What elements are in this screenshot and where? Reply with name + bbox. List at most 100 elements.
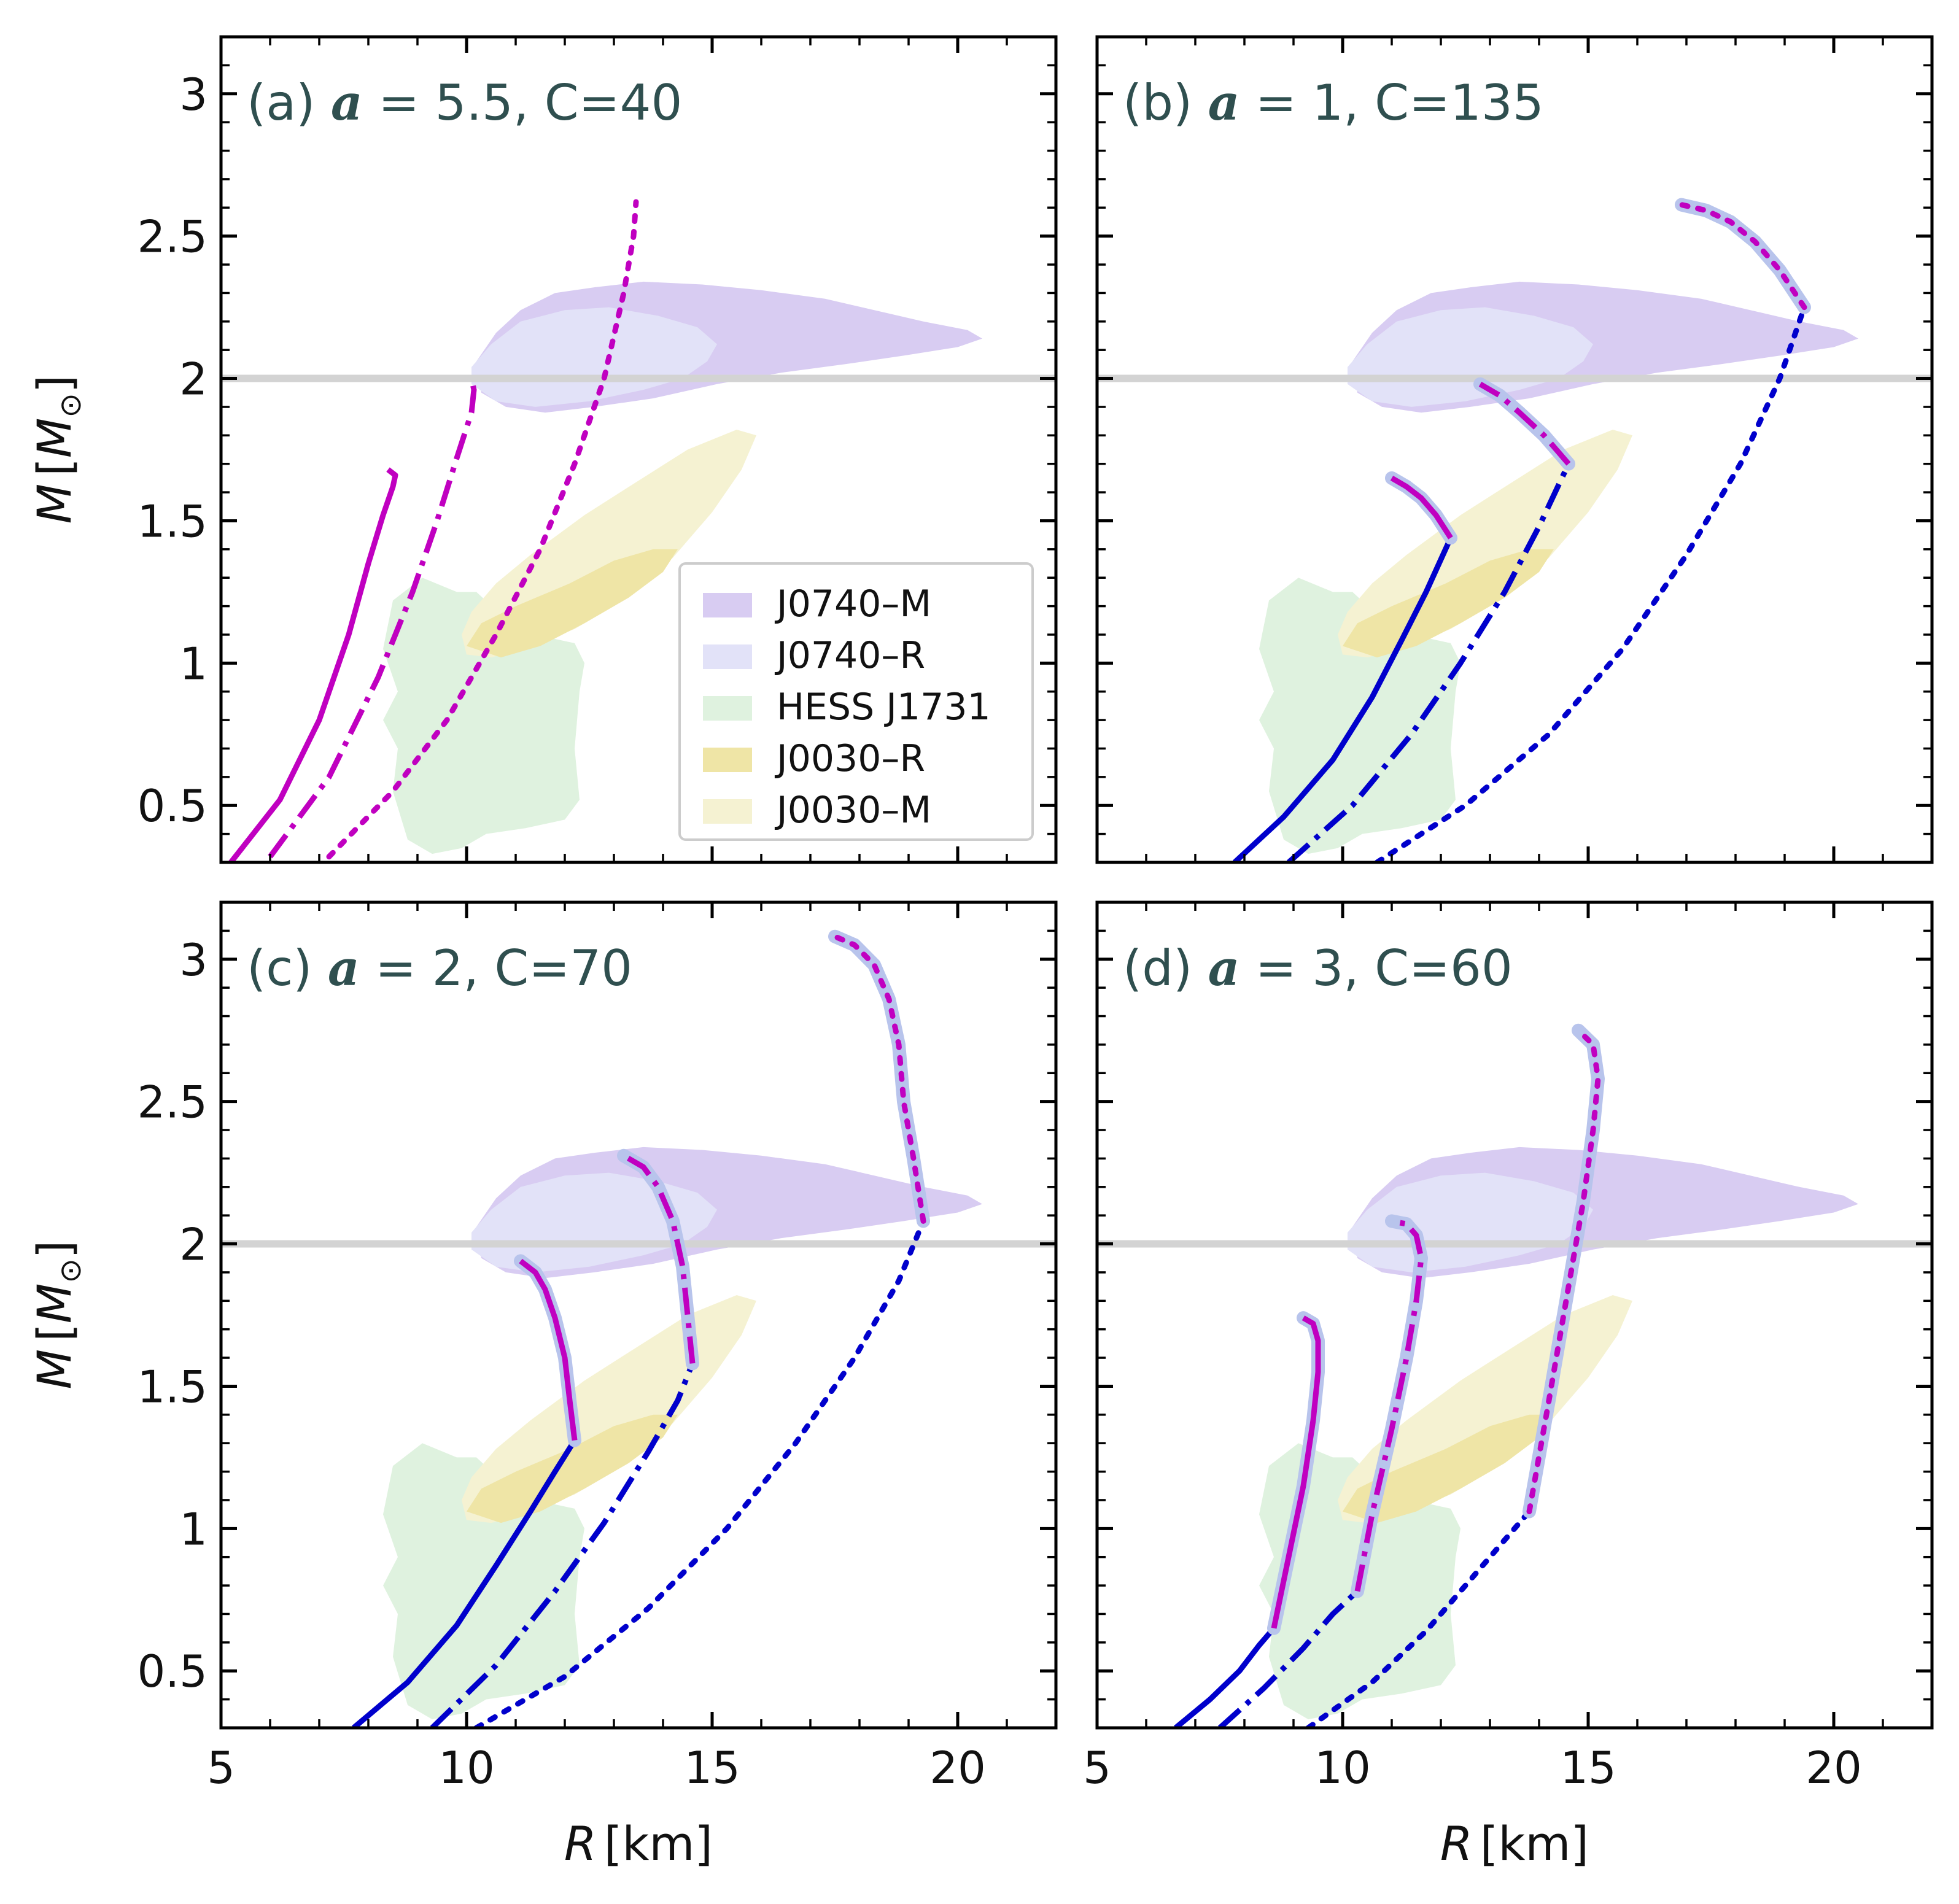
series-dotted-hadronic-4	[473, 1218, 926, 1728]
x-tick-label: 5	[207, 1742, 235, 1794]
y-tick-label: 1	[179, 638, 208, 689]
series-dotted-quark-5	[1526, 1027, 1601, 1514]
y-tick-label: 2	[179, 354, 208, 405]
legend-label: HESS J1731	[777, 686, 991, 729]
y-axis-unit-open: [	[27, 458, 82, 476]
panel-label-symbol: a	[1208, 939, 1240, 997]
y-axis-unit-close: ]	[27, 375, 82, 393]
ticks	[1095, 36, 1933, 864]
legend-swatch	[703, 799, 752, 824]
panel-d: 5 10 15 20 (d) a = 3, C=60	[1083, 900, 1934, 1794]
legend-label: J0740–R	[774, 634, 925, 677]
legend-swatch	[703, 696, 752, 721]
panel-b: (b) a = 1, C=135	[1095, 35, 1934, 864]
series-dashdot-quark-3	[1354, 1218, 1424, 1592]
series-solid-quark-1	[1271, 1315, 1321, 1629]
x-tick-label: 20	[929, 1742, 986, 1794]
panel-label-params: = 3, C=60	[1239, 940, 1512, 997]
x-tick-label: 10	[1314, 1742, 1371, 1794]
panel-frame	[219, 900, 1058, 1730]
panel-frame	[1095, 900, 1934, 1730]
legend-swatch	[703, 644, 752, 669]
ticks	[219, 901, 1057, 1729]
y-axis-var: M	[27, 1349, 82, 1390]
x-tick-label: 5	[1083, 1742, 1111, 1794]
y-tick-label: 3	[179, 69, 208, 120]
panel-label-prefix: (a)	[247, 74, 331, 131]
ticks	[219, 36, 1057, 864]
x-tick-label: 10	[438, 1742, 495, 1794]
panel-label-prefix: (c)	[247, 940, 328, 997]
y-axis-unit-sub: ⊙	[53, 1258, 88, 1283]
panel-label: (d) a = 3, C=60	[1123, 939, 1513, 997]
y-axis-unit-close: ]	[27, 1240, 82, 1259]
panel-label: (a) a = 5.5, C=40	[247, 74, 682, 131]
series-solid-hadronic-0	[1174, 1626, 1276, 1728]
series-dotted-hadronic-4	[1374, 304, 1807, 862]
panel-label: (b) a = 1, C=135	[1123, 74, 1544, 131]
x-axis-unit: [km]	[1480, 1816, 1589, 1871]
plot-area	[1097, 198, 1932, 862]
series-dashdot-hadronic-2	[1217, 1589, 1360, 1728]
panel-label: (c) a = 2, C=70	[247, 939, 632, 997]
series-halo-5	[1675, 198, 1811, 314]
y-axis-label-bottom: M[M⊙]	[27, 1240, 88, 1390]
panel-label-symbol: a	[1208, 74, 1240, 131]
plot-area	[221, 929, 1056, 1728]
series-dashdot-quark-3	[622, 1153, 696, 1364]
series-solid-quark-1	[1390, 476, 1453, 540]
panel-label-prefix: (b)	[1123, 74, 1208, 131]
y-axis-var: M	[27, 484, 82, 524]
series-solid-hadronic-0	[1232, 536, 1454, 862]
plot-area	[1097, 1023, 1932, 1728]
y-axis-unit-sym: M	[27, 418, 82, 459]
panel-frame	[1095, 35, 1934, 864]
legend-label: J0030–M	[774, 789, 931, 832]
series-dashdot-hadronic-2	[430, 1362, 696, 1728]
series-solid-hadronic-0	[352, 1439, 577, 1728]
y-axis-label-top: M[M⊙]	[27, 375, 88, 524]
region-j0030r	[467, 1414, 678, 1523]
legend: J0740–M J0740–R HESS J1731 J0030–R J0030–M	[678, 562, 1034, 841]
legend-swatch	[703, 748, 752, 772]
panel-frame	[219, 35, 1058, 864]
x-tick-label: 15	[684, 1742, 740, 1794]
y-axis-unit-open: [	[27, 1323, 82, 1342]
legend-label: J0030–R	[774, 737, 925, 780]
region-j0030r	[1343, 549, 1554, 658]
series-dashdot-hadronic-2	[1287, 462, 1572, 862]
series-dotted-hadronic-4	[1305, 1509, 1532, 1728]
panel-c: 0.5 1 1.5 2 2.5 3 5 10 15 20 (c) a = 2, C=70	[137, 900, 1058, 1794]
x-axis-unit: [km]	[604, 1816, 713, 1871]
panel-label-params: = 2, C=70	[360, 940, 632, 997]
y-tick-label: 2	[179, 1219, 208, 1271]
x-axis-var: R	[1440, 1816, 1473, 1871]
plot-area	[221, 199, 1056, 862]
series-dotted-quark-5	[1678, 202, 1807, 311]
ticks	[1095, 901, 1933, 1729]
y-axis-unit-sym: M	[27, 1283, 82, 1324]
x-tick-label: 15	[1560, 1742, 1616, 1794]
panel-label-symbol: a	[328, 939, 360, 997]
region-j0030r	[1343, 1414, 1554, 1523]
series-dotted-quark-5	[832, 934, 926, 1224]
x-axis-var: R	[564, 1816, 597, 1871]
y-tick-label: 0.5	[137, 780, 208, 832]
region-j0030r	[467, 549, 678, 658]
y-tick-label: 3	[179, 934, 208, 986]
legend-box	[678, 562, 1034, 841]
legend-label: J0740–M	[774, 582, 931, 625]
series-dashdot-quark-3	[1478, 381, 1571, 466]
y-tick-label: 0.5	[137, 1646, 208, 1697]
y-tick-label: 2.5	[137, 1077, 208, 1128]
legend-swatch	[703, 593, 752, 617]
y-axis-unit-sub: ⊙	[53, 393, 88, 417]
panel-label-symbol: a	[331, 74, 363, 131]
series-solid-quark-1	[519, 1258, 578, 1441]
panel-label-prefix: (d)	[1123, 940, 1208, 997]
y-tick-label: 1.5	[137, 1361, 208, 1412]
series-halo-5	[1523, 1023, 1605, 1519]
y-tick-label: 1	[179, 1503, 208, 1555]
y-tick-label: 2.5	[137, 211, 208, 263]
x-tick-label: 20	[1806, 1742, 1862, 1794]
